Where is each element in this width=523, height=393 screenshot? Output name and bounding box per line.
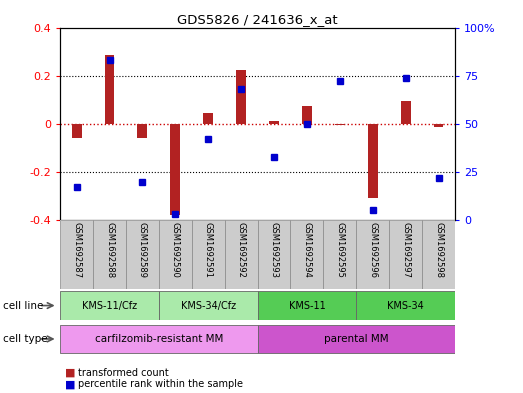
Text: percentile rank within the sample: percentile rank within the sample <box>78 379 243 389</box>
Bar <box>302 106 312 124</box>
Bar <box>257 220 290 289</box>
Bar <box>72 124 82 138</box>
Text: GSM1692594: GSM1692594 <box>302 222 311 278</box>
Bar <box>356 220 389 289</box>
Bar <box>269 121 279 124</box>
Bar <box>401 101 411 124</box>
Title: GDS5826 / 241636_x_at: GDS5826 / 241636_x_at <box>177 13 338 26</box>
Text: GSM1692591: GSM1692591 <box>204 222 213 278</box>
Bar <box>170 124 180 215</box>
Text: parental MM: parental MM <box>324 334 389 344</box>
Text: GSM1692595: GSM1692595 <box>335 222 344 278</box>
Text: GSM1692592: GSM1692592 <box>236 222 246 278</box>
Text: GSM1692597: GSM1692597 <box>401 222 410 278</box>
Bar <box>290 220 323 289</box>
Bar <box>93 220 126 289</box>
Bar <box>60 292 159 320</box>
Text: carfilzomib-resistant MM: carfilzomib-resistant MM <box>95 334 223 344</box>
Bar <box>368 124 378 198</box>
Text: GSM1692587: GSM1692587 <box>72 222 81 278</box>
Text: GSM1692590: GSM1692590 <box>171 222 180 278</box>
Bar <box>323 220 356 289</box>
Bar <box>60 220 93 289</box>
Bar <box>126 220 159 289</box>
Bar <box>60 325 257 353</box>
Text: GSM1692589: GSM1692589 <box>138 222 147 278</box>
Text: ■: ■ <box>65 379 79 389</box>
Bar <box>225 220 257 289</box>
Text: cell type: cell type <box>3 334 47 344</box>
Text: GSM1692588: GSM1692588 <box>105 222 114 278</box>
Bar <box>192 220 225 289</box>
Bar <box>159 292 257 320</box>
Bar <box>159 220 192 289</box>
Bar <box>236 70 246 124</box>
Text: GSM1692593: GSM1692593 <box>269 222 279 278</box>
Text: KMS-34: KMS-34 <box>387 301 424 310</box>
Bar <box>203 113 213 124</box>
Bar <box>105 55 115 124</box>
Bar <box>335 124 345 125</box>
Bar <box>434 124 444 127</box>
Text: GSM1692596: GSM1692596 <box>368 222 377 278</box>
Text: transformed count: transformed count <box>78 367 169 378</box>
Text: KMS-11: KMS-11 <box>289 301 325 310</box>
Bar <box>257 292 356 320</box>
Text: ■: ■ <box>65 367 79 378</box>
Bar <box>389 220 422 289</box>
Bar <box>422 220 455 289</box>
Bar <box>356 292 455 320</box>
Text: GSM1692598: GSM1692598 <box>434 222 443 278</box>
Text: cell line: cell line <box>3 301 43 310</box>
Text: KMS-34/Cfz: KMS-34/Cfz <box>180 301 236 310</box>
Bar <box>138 124 147 138</box>
Bar <box>257 325 455 353</box>
Text: KMS-11/Cfz: KMS-11/Cfz <box>82 301 137 310</box>
